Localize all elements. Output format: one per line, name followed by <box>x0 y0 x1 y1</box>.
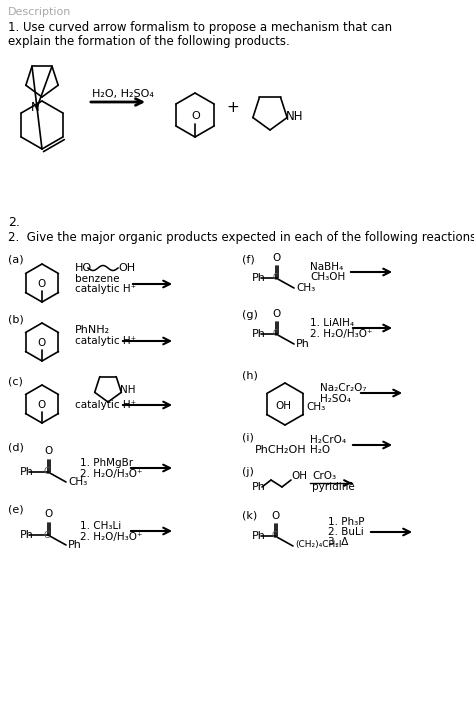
Text: OH: OH <box>275 401 291 411</box>
Text: H₂SO₄: H₂SO₄ <box>320 394 351 404</box>
Text: benzene: benzene <box>75 274 119 284</box>
Text: CH₃OH: CH₃OH <box>310 272 345 282</box>
Text: (f): (f) <box>242 255 255 265</box>
Text: Ph: Ph <box>252 531 266 541</box>
Text: Ph: Ph <box>68 540 82 550</box>
Text: catalytic H⁺: catalytic H⁺ <box>75 284 136 294</box>
Text: O: O <box>45 446 53 456</box>
Text: O: O <box>273 253 281 263</box>
Text: 1. LiAlH₄: 1. LiAlH₄ <box>310 318 354 328</box>
Text: C: C <box>44 468 50 477</box>
Text: O: O <box>272 511 280 521</box>
Text: (h): (h) <box>242 370 258 380</box>
Text: (b): (b) <box>8 315 24 325</box>
Text: HO: HO <box>75 263 92 273</box>
Text: Ph: Ph <box>252 482 266 492</box>
Text: (g): (g) <box>242 310 258 320</box>
Text: pyridine: pyridine <box>312 482 355 492</box>
Text: (i): (i) <box>242 432 254 442</box>
Text: O: O <box>38 279 46 289</box>
Text: catalytic H⁺: catalytic H⁺ <box>75 400 136 410</box>
Text: H₂O: H₂O <box>310 445 330 455</box>
Text: NH: NH <box>120 385 136 395</box>
Text: CH₃: CH₃ <box>296 283 315 293</box>
Text: CH₃: CH₃ <box>68 477 87 487</box>
Text: O: O <box>38 338 46 348</box>
Text: 2. H₂O/H₃O⁺: 2. H₂O/H₃O⁺ <box>80 469 143 479</box>
Text: Ph: Ph <box>20 530 34 540</box>
Text: 2.: 2. <box>8 215 20 228</box>
Text: 1. Ph₃P: 1. Ph₃P <box>328 517 365 527</box>
Text: 2.  Give the major organic products expected in each of the following reactions.: 2. Give the major organic products expec… <box>8 230 474 243</box>
Text: 2. H₂O/H₃O⁺: 2. H₂O/H₃O⁺ <box>310 329 373 339</box>
Text: +: + <box>227 100 239 116</box>
Text: NH: NH <box>286 110 303 123</box>
Text: (d): (d) <box>8 442 24 452</box>
Text: (j): (j) <box>242 467 254 477</box>
Text: O: O <box>45 509 53 519</box>
Text: CrO₃: CrO₃ <box>312 471 336 481</box>
Text: 1. Use curved arrow formalism to propose a mechanism that can: 1. Use curved arrow formalism to propose… <box>8 22 392 35</box>
Text: NaBH₄: NaBH₄ <box>310 262 343 272</box>
Text: (c): (c) <box>8 377 23 387</box>
Text: Ph: Ph <box>296 339 310 349</box>
Text: OH: OH <box>291 471 307 481</box>
Text: O: O <box>38 400 46 410</box>
Text: PhNH₂: PhNH₂ <box>75 325 110 335</box>
Text: 1. CH₃Li: 1. CH₃Li <box>80 521 121 531</box>
Text: C: C <box>272 274 278 282</box>
Text: C: C <box>44 531 50 539</box>
Text: C: C <box>272 329 278 339</box>
Text: 1. PhMgBr: 1. PhMgBr <box>80 458 133 468</box>
Text: 2. H₂O/H₃O⁺: 2. H₂O/H₃O⁺ <box>80 532 143 542</box>
Text: 3. Δ: 3. Δ <box>328 537 348 547</box>
Text: C: C <box>271 531 277 541</box>
Text: (k): (k) <box>242 510 257 520</box>
Text: O: O <box>191 111 201 121</box>
Text: Na₂Cr₂O₇: Na₂Cr₂O₇ <box>320 383 366 393</box>
Text: O: O <box>273 309 281 319</box>
Text: (e): (e) <box>8 505 24 515</box>
Text: Description: Description <box>8 7 72 17</box>
Text: Ph: Ph <box>252 273 266 283</box>
Text: N: N <box>31 101 40 114</box>
Text: H₂O, H₂SO₄: H₂O, H₂SO₄ <box>92 89 154 99</box>
Text: (CH₂)₄CH₂I: (CH₂)₄CH₂I <box>295 541 341 549</box>
Text: CH₃: CH₃ <box>306 401 326 412</box>
Text: Ph: Ph <box>252 329 266 339</box>
Text: (a): (a) <box>8 255 24 265</box>
Text: catalytic H⁺: catalytic H⁺ <box>75 336 136 346</box>
Text: H₂CrO₄: H₂CrO₄ <box>310 435 346 445</box>
Text: OH: OH <box>118 263 135 273</box>
Text: explain the formation of the following products.: explain the formation of the following p… <box>8 35 290 48</box>
Text: 2. BuLi: 2. BuLi <box>328 527 364 537</box>
Text: PhCH₂OH: PhCH₂OH <box>255 445 307 455</box>
Text: Ph: Ph <box>20 467 34 477</box>
